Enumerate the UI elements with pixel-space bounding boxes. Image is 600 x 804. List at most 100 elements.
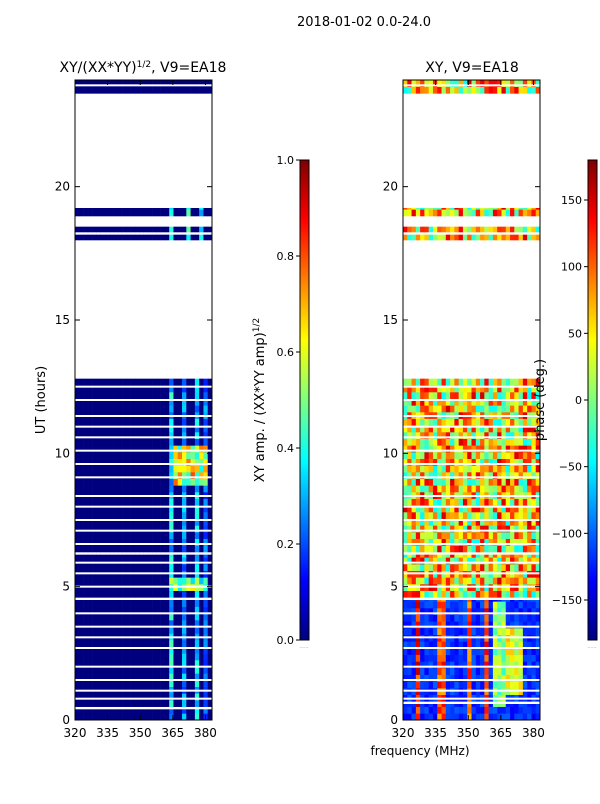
heatmap-cell [117,378,123,386]
heatmap-cell [522,234,528,241]
heatmap-cell [415,600,421,602]
heatmap-cell [535,654,541,662]
heatmap-cell [139,693,144,701]
heatmap-cell [182,208,187,210]
heatmap-cell [207,673,213,681]
heatmap-cell [428,554,434,558]
heatmap-cell [113,385,119,393]
heatmap-cell [462,234,468,241]
heatmap-cell [79,577,84,585]
heatmap-cell [497,445,502,453]
heatmap-cell [194,472,200,479]
heatmap-cell [207,640,213,647]
heatmap-cell [518,80,524,87]
heatmap-cell [122,538,127,546]
heatmap-cell [527,621,532,629]
heatmap-cell [83,478,89,486]
heatmap-cell [199,700,204,707]
heatmap-cell [501,614,507,622]
heatmap-cell [194,445,200,453]
heatmap-cell [432,554,438,558]
heatmap-cell [445,378,451,386]
heatmap-cell [156,626,161,634]
heatmap-cell [104,613,110,621]
heatmap-cell [169,606,174,614]
missing-row-gap [403,495,540,497]
heatmap-cell [462,554,468,558]
heatmap-cell [87,590,93,598]
heatmap-cell [514,621,519,629]
heatmap-cell [432,661,438,669]
y-tick-label: 10 [55,446,70,460]
heatmap-cell [458,557,464,565]
heatmap-cell [428,458,434,466]
heatmap-cell [458,545,464,553]
heatmap-cell [126,660,131,667]
missing-row-gap [75,476,212,479]
heatmap-cell [177,646,183,654]
heatmap-cell [160,385,166,393]
heatmap-cell [92,234,97,241]
heatmap-cell [462,458,468,466]
heatmap-cell [510,601,515,609]
heatmap-cell [186,709,191,714]
heatmap-cell [194,209,200,217]
heatmap-cell [134,666,140,674]
heatmap-cell [403,704,408,707]
heatmap-cell [186,445,191,453]
heatmap-cell [113,80,119,87]
heatmap-cell [445,452,451,459]
heatmap-cell [207,465,213,473]
heatmap-cell [411,668,417,675]
heatmap-cell [437,452,442,459]
heatmap-cell [480,590,485,598]
heatmap-cell [432,601,438,609]
heatmap-cell [83,577,89,585]
heatmap-cell [467,425,472,433]
heatmap-cell [450,564,455,571]
heatmap-cell [475,398,481,406]
heatmap-cell [143,418,149,426]
heatmap-cell [207,458,213,466]
heatmap-cell [113,713,119,721]
heatmap-cell [109,505,114,513]
heatmap-cell [403,478,408,486]
heatmap-cell [505,478,511,486]
heatmap-cell [203,660,209,667]
heatmap-cell [96,564,101,571]
heatmap-cell [445,505,451,513]
heatmap-cell [510,554,515,558]
heatmap-cell [535,614,541,622]
heatmap-cell [203,438,209,446]
heatmap-cell [122,554,127,558]
heatmap-cell [480,614,485,622]
heatmap-cell [488,668,494,675]
heatmap-cell [531,654,537,662]
heatmap-cell [117,472,123,479]
heatmap-cell [164,700,170,707]
heatmap-cell [160,700,166,707]
heatmap-cell [518,465,524,473]
heatmap-cell [164,458,170,466]
heatmap-cell [83,590,89,598]
heatmap-cell [96,398,101,406]
heatmap-cell [428,600,434,602]
heatmap-cell [87,673,93,681]
heatmap-cell [441,577,447,585]
heatmap-cell [522,600,528,602]
heatmap-cell [75,693,80,701]
heatmap-cell [83,564,89,571]
heatmap-cell [462,590,468,598]
heatmap-cell [467,432,472,439]
heatmap-cell [458,80,464,87]
heatmap-cell [100,438,106,446]
heatmap-cell [194,673,200,681]
heatmap-cell [462,654,468,662]
heatmap-cell [522,564,528,571]
heatmap-cell [152,606,157,614]
missing-row-gap [75,449,212,452]
heatmap-cell [83,600,89,607]
heatmap-cell [199,525,204,533]
heatmap-cell [169,465,174,473]
heatmap-cell [75,518,80,526]
